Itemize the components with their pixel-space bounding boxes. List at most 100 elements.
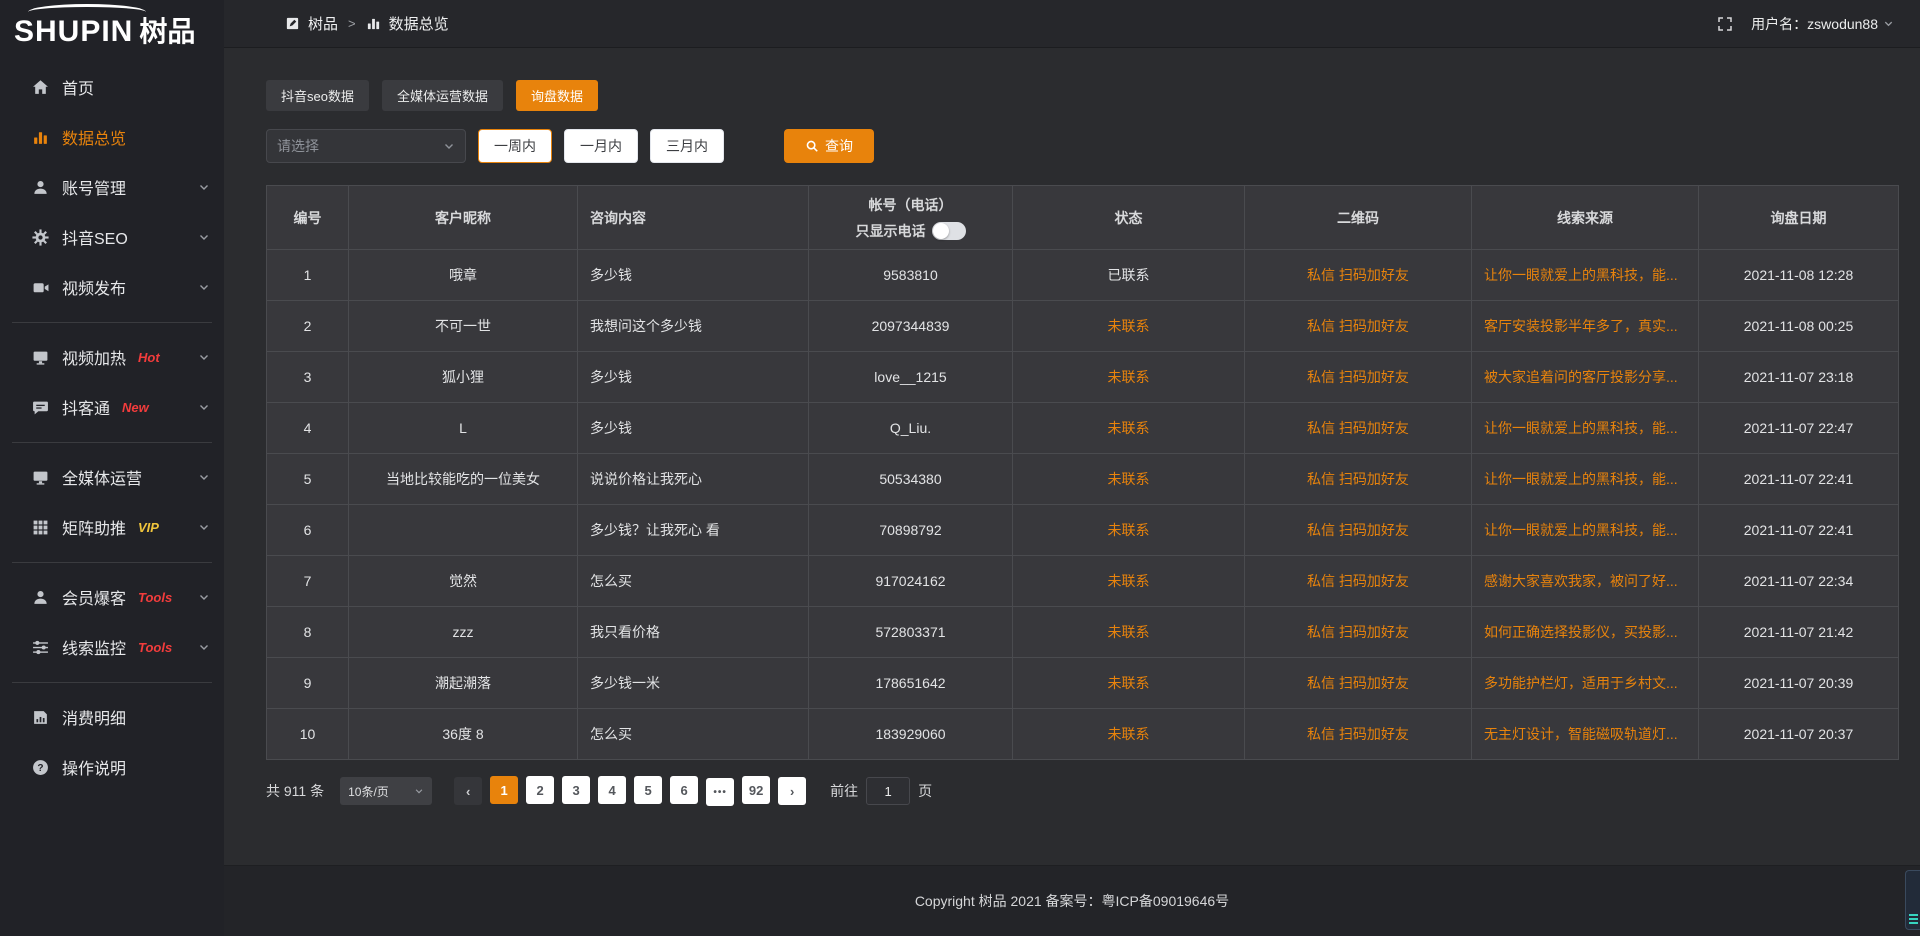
page-button-92[interactable]: 92 [742, 776, 771, 804]
monitor-icon [32, 469, 49, 486]
account-phone: 50534380 [808, 453, 1013, 505]
sidebar-item-douyin-seo[interactable]: 抖音SEO [0, 212, 224, 262]
page-ellipsis-button[interactable]: ••• [706, 778, 735, 806]
tab-inquiry-data[interactable]: 询盘数据 [515, 80, 598, 111]
breadcrumb-home[interactable]: 树品 [308, 16, 339, 33]
query-button[interactable]: 查询 [784, 129, 874, 163]
table-row: 7 觉然 怎么买 917024162 未联系 私信 扫码加好友 感谢大家喜欢我家，被问了好.… [266, 555, 1899, 607]
col-header-nickname: 客户昵称 [348, 185, 578, 250]
sidebar-item-account-management[interactable]: 账号管理 [0, 162, 224, 212]
page-button-2[interactable]: 2 [526, 776, 555, 804]
lead-source-link[interactable]: 让你一眼就爱上的黑科技，能... [1471, 453, 1699, 505]
page-button-5[interactable]: 5 [634, 776, 663, 804]
status-badge: 未联系 [1012, 300, 1245, 352]
row-number: 9 [266, 657, 349, 709]
page-button-6[interactable]: 6 [670, 776, 699, 804]
sidebar-item-badge: Tools [138, 639, 173, 655]
sidebar-item-operation-guide[interactable]: ? 操作说明 [0, 742, 224, 792]
account-phone: Q_Liu. [808, 402, 1013, 454]
sidebar-item-member-baoke[interactable]: 会员爆客 Tools [0, 572, 224, 622]
qrcode-link[interactable]: 私信 扫码加好友 [1244, 453, 1472, 505]
inquiry-content: 说说价格让我死心 [577, 453, 809, 505]
lead-source-link[interactable]: 让你一眼就爱上的黑科技，能... [1471, 249, 1699, 301]
goto-page-input[interactable] [866, 777, 911, 805]
page-size-select[interactable]: 10条/页 [340, 777, 433, 805]
customer-nickname: 觉然 [348, 555, 578, 607]
table-row: 2 不可一世 我想问这个多少钱 2097344839 未联系 私信 扫码加好友 客厅安装投影… [266, 300, 1899, 352]
sidebar-item-lead-monitor[interactable]: 线索监控 Tools [0, 622, 224, 672]
page-button-3[interactable]: 3 [562, 776, 591, 804]
sidebar-divider [0, 672, 224, 692]
inquiry-content: 怎么买 [577, 555, 809, 607]
sidebar-item-home[interactable]: 首页 [0, 62, 224, 112]
period-button-1[interactable]: 一月内 [564, 129, 638, 163]
status-badge: 未联系 [1012, 351, 1245, 403]
lead-source-link[interactable]: 感谢大家喜欢我家，被问了好... [1471, 555, 1699, 607]
lead-source-link[interactable]: 客厅安装投影半年多了，真实... [1471, 300, 1699, 352]
col-header-date: 询盘日期 [1698, 185, 1899, 250]
breadcrumb-current: 数据总览 [388, 16, 449, 33]
qrcode-link[interactable]: 私信 扫码加好友 [1244, 249, 1472, 301]
grid-icon [32, 519, 49, 536]
user-menu[interactable]: 用户名：zswodun88 [1751, 14, 1894, 34]
prev-page-button[interactable]: ‹ [454, 777, 483, 805]
account-phone: 572803371 [808, 606, 1013, 658]
qrcode-link[interactable]: 私信 扫码加好友 [1244, 402, 1472, 454]
sidebar-item-doketong[interactable]: 抖客通 New [0, 382, 224, 432]
sidebar-item-media-operation[interactable]: 全媒体运营 [0, 452, 224, 502]
inquiry-date: 2021-11-07 22:34 [1698, 555, 1899, 607]
lead-source-link[interactable]: 让你一眼就爱上的黑科技，能... [1471, 504, 1699, 556]
col-header-content: 咨询内容 [577, 185, 809, 250]
lead-source-link[interactable]: 无主灯设计，智能磁吸轨道灯... [1471, 708, 1699, 760]
sidebar-item-video-heat[interactable]: 视频加热 Hot [0, 332, 224, 382]
qrcode-link[interactable]: 私信 扫码加好友 [1244, 606, 1472, 658]
floating-chat-widget[interactable] [1905, 870, 1920, 930]
account-phone: 178651642 [808, 657, 1013, 709]
tab-douyin-seo-data[interactable]: 抖音seo数据 [266, 80, 369, 111]
page-unit-label: 页 [918, 783, 933, 799]
status-badge: 未联系 [1012, 657, 1245, 709]
lead-source-link[interactable]: 被大家追着问的客厅投影分享... [1471, 351, 1699, 403]
tab-media-operation-data[interactable]: 全媒体运营数据 [381, 80, 503, 111]
fullscreen-icon[interactable] [1717, 16, 1733, 32]
qrcode-link[interactable]: 私信 扫码加好友 [1244, 351, 1472, 403]
status-badge: 未联系 [1012, 453, 1245, 505]
data-tabs: 抖音seo数据 全媒体运营数据 询盘数据 [266, 80, 1898, 111]
phone-only-toggle[interactable] [931, 221, 966, 240]
copyright-text: Copyright 树品 2021 备案号：粤ICP备09019646号 [914, 893, 1230, 909]
inquiry-date: 2021-11-07 22:41 [1698, 504, 1899, 556]
qrcode-link[interactable]: 私信 扫码加好友 [1244, 657, 1472, 709]
customer-nickname: 哦章 [348, 249, 578, 301]
page-button-4[interactable]: 4 [598, 776, 627, 804]
lead-source-link[interactable]: 让你一眼就爱上的黑科技，能... [1471, 402, 1699, 454]
chevron-down-icon [198, 521, 210, 533]
sidebar-item-badge: New [122, 399, 149, 415]
next-page-button[interactable]: › [778, 777, 807, 805]
sidebar-item-label: 操作说明 [62, 761, 127, 778]
sidebar-item-matrix-boost[interactable]: 矩阵助推 VIP [0, 502, 224, 552]
chevron-down-icon [414, 786, 424, 796]
qrcode-link[interactable]: 私信 扫码加好友 [1244, 300, 1472, 352]
phone-only-label: 只显示电话 [855, 222, 926, 239]
period-button-2[interactable]: 三月内 [650, 129, 724, 163]
brand-logo: SHUPIN 树品 [0, 0, 224, 62]
page-button-1[interactable]: 1 [490, 776, 519, 804]
sidebar-item-consumption-detail[interactable]: 消费明细 [0, 692, 224, 742]
sidebar-divider [0, 432, 224, 452]
lead-source-link[interactable]: 多功能护栏灯，适用于乡村文... [1471, 657, 1699, 709]
sidebar-item-label: 矩阵助推 [62, 521, 127, 538]
inquiry-date: 2021-11-07 21:42 [1698, 606, 1899, 658]
sidebar-item-video-publish[interactable]: 视频发布 [0, 262, 224, 312]
qrcode-link[interactable]: 私信 扫码加好友 [1244, 504, 1472, 556]
sidebar-item-data-overview[interactable]: 数据总览 [0, 112, 224, 162]
qrcode-link[interactable]: 私信 扫码加好友 [1244, 555, 1472, 607]
chevron-down-icon [443, 140, 455, 152]
lead-source-link[interactable]: 如何正确选择投影仪，买投影... [1471, 606, 1699, 658]
filter-select[interactable]: 请选择 [266, 129, 466, 163]
row-number: 3 [266, 351, 349, 403]
account-phone: 183929060 [808, 708, 1013, 760]
period-button-0[interactable]: 一周内 [478, 129, 552, 163]
top-header: 树品 > 数据总览 用户名：zswodun88 [224, 0, 1920, 48]
qrcode-link[interactable]: 私信 扫码加好友 [1244, 708, 1472, 760]
sidebar-item-label: 视频发布 [62, 281, 127, 298]
